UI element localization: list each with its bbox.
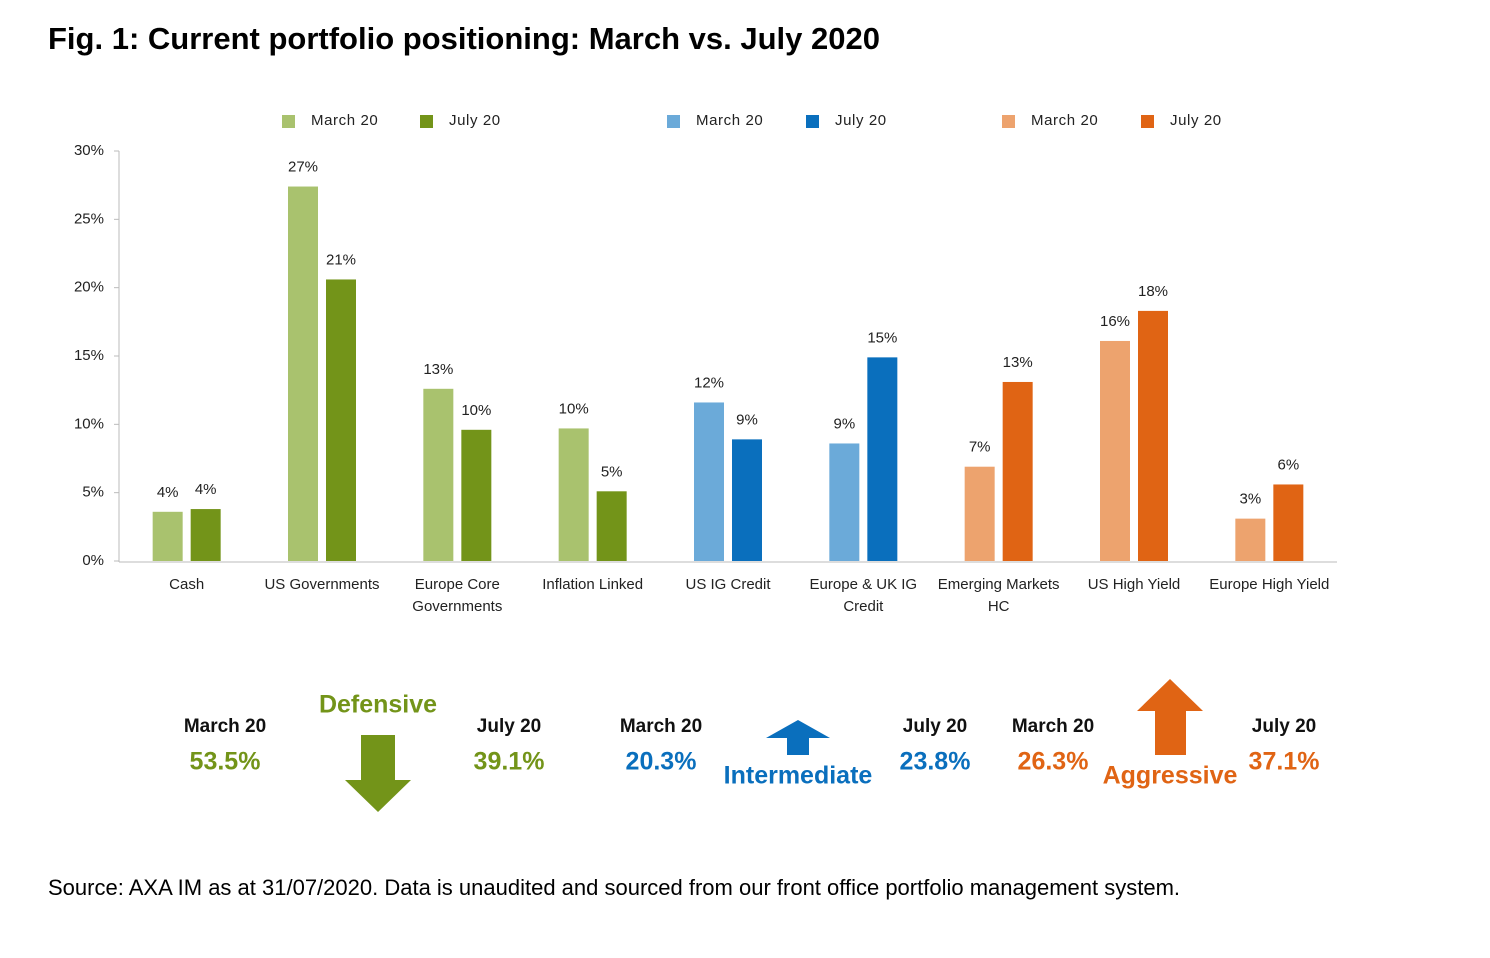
x-tick-label: Europe High Yield <box>1209 576 1330 593</box>
bar <box>964 466 995 561</box>
bar <box>1002 381 1033 561</box>
bar <box>326 279 356 561</box>
bar <box>596 491 627 561</box>
x-tick-label: Cash <box>169 576 205 593</box>
data-label: 10% <box>559 400 589 417</box>
data-label: 3% <box>1239 491 1261 508</box>
data-label: 9% <box>736 411 758 428</box>
bar <box>190 509 221 561</box>
legend-swatch <box>282 115 295 128</box>
legend-label: March 20 <box>311 112 378 129</box>
x-tick-label: US IG Credit <box>685 576 771 593</box>
bar <box>1100 340 1130 561</box>
data-label: 9% <box>833 415 855 432</box>
bar <box>288 186 318 562</box>
bar <box>867 357 898 561</box>
period-label: July 20 <box>903 716 967 737</box>
bar <box>1235 518 1266 561</box>
group-name: Intermediate <box>724 762 873 790</box>
down-arrow <box>345 735 411 812</box>
legend-label: March 20 <box>696 112 763 129</box>
legend-label: July 20 <box>835 112 887 129</box>
data-label: 6% <box>1277 456 1299 473</box>
y-tick-label: 15% <box>74 347 104 364</box>
up-arrow <box>1137 679 1203 755</box>
y-tick-label: 5% <box>82 484 104 501</box>
period-value: 20.3% <box>626 748 697 776</box>
data-label: 27% <box>288 159 318 176</box>
period-label: March 20 <box>620 716 702 737</box>
bar <box>1138 310 1168 561</box>
period-value: 37.1% <box>1249 748 1320 776</box>
period-value: 39.1% <box>474 748 545 776</box>
data-label: 5% <box>601 463 623 480</box>
data-label: 10% <box>461 402 491 419</box>
legend-label: July 20 <box>1170 112 1222 129</box>
legend-label: July 20 <box>449 112 501 129</box>
y-tick-label: 30% <box>74 142 104 159</box>
period-label: March 20 <box>184 716 266 737</box>
chart-title: Fig. 1: Current portfolio positioning: M… <box>48 21 880 56</box>
legend-swatch <box>420 115 433 128</box>
bar <box>152 511 183 561</box>
legend-swatch <box>806 115 819 128</box>
legend-swatch <box>1141 115 1154 128</box>
x-tick-label: US High Yield <box>1087 576 1181 593</box>
x-tick-label: Europe Core Governments <box>412 576 503 615</box>
x-tick-label: Europe & UK IG Credit <box>809 576 918 615</box>
data-label: 4% <box>195 481 217 498</box>
legend-swatch <box>667 115 680 128</box>
period-value: 23.8% <box>900 748 971 776</box>
y-tick-label: 25% <box>74 210 104 227</box>
legend-label: March 20 <box>1031 112 1098 129</box>
period-value: 53.5% <box>190 748 261 776</box>
data-label: 18% <box>1138 283 1168 300</box>
y-tick-label: 0% <box>82 552 104 569</box>
bar <box>694 402 724 561</box>
bar <box>461 429 492 561</box>
data-label: 21% <box>326 251 356 268</box>
up-arrow <box>766 720 830 755</box>
x-tick-label: Emerging Markets HC <box>937 576 1060 615</box>
group-name: Aggressive <box>1103 762 1238 790</box>
y-tick-label: 20% <box>74 279 104 296</box>
y-tick-label: 10% <box>74 415 104 432</box>
data-label: 12% <box>694 374 724 391</box>
data-label: 7% <box>969 439 991 456</box>
bar <box>732 439 762 561</box>
bar <box>829 443 860 561</box>
data-label: 13% <box>423 361 453 378</box>
group-name: Defensive <box>319 691 437 719</box>
bar <box>423 388 454 561</box>
x-tick-label: US Governments <box>264 576 380 593</box>
period-label: March 20 <box>1012 716 1094 737</box>
period-label: July 20 <box>1252 716 1316 737</box>
bar <box>1273 484 1304 561</box>
legend-swatch <box>1002 115 1015 128</box>
data-label: 16% <box>1100 313 1130 330</box>
data-label: 13% <box>1003 354 1033 371</box>
data-label: 15% <box>867 329 897 346</box>
source-note: Source: AXA IM as at 31/07/2020. Data is… <box>48 875 1180 900</box>
period-value: 26.3% <box>1018 748 1089 776</box>
bar <box>558 428 589 561</box>
data-label: 4% <box>157 484 179 501</box>
x-tick-label: Inflation Linked <box>542 576 644 593</box>
period-label: July 20 <box>477 716 541 737</box>
